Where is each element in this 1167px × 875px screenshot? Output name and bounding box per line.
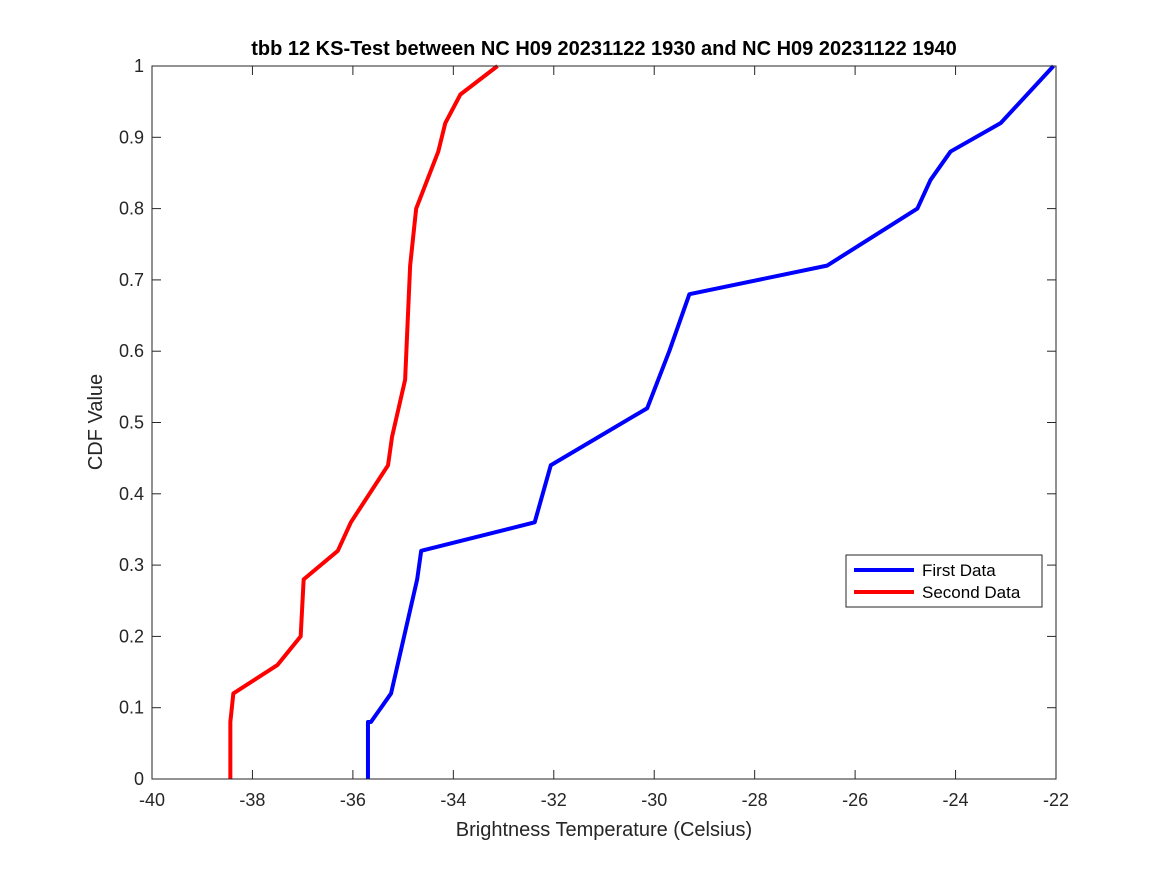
y-tick-label: 0.2 [119,626,144,646]
x-tick-label: -24 [943,790,969,810]
y-tick-label: 0.3 [119,555,144,575]
x-axis-label: Brightness Temperature (Celsius) [456,819,752,841]
x-tick-label: -28 [742,790,768,810]
y-tick-label: 0.1 [119,698,144,718]
legend: First Data Second Data [845,554,1043,608]
y-tick-label: 0.5 [119,413,144,433]
y-axis-label: CDF Value [85,374,107,470]
axis-ticks: -40 -38 -36 -34 -32 -30 -28 -26 -24 -22 0 0.1 0.2 0.3… [119,56,1069,810]
y-tick-label: 1 [134,56,144,76]
chart-title: tbb 12 KS-Test between NC H09 20231122 1… [251,38,957,60]
x-tick-label: -34 [440,790,466,810]
x-tick-label: -22 [1043,790,1069,810]
legend-label-second-data: Second Data [922,583,1021,602]
plot-area [152,66,1056,779]
x-tick-label: -26 [842,790,868,810]
y-tick-label: 0.8 [119,199,144,219]
series-group [228,64,1055,779]
y-tick-label: 0.9 [119,127,144,147]
y-tick-label: 0 [134,769,144,789]
legend-box [845,554,1043,608]
x-tick-label: -36 [340,790,366,810]
y-tick-label: 0.6 [119,341,144,361]
x-tick-label: -32 [541,790,567,810]
series-line-second-data [228,64,499,779]
series-line-first-data [365,64,1055,779]
x-tick-label: -40 [139,790,165,810]
plot-frame [151,65,1057,780]
y-tick-label: 0.4 [119,484,144,504]
legend-label-first-data: First Data [922,561,996,580]
x-tick-label: -38 [239,790,265,810]
x-tick-label: -30 [641,790,667,810]
y-tick-label: 0.7 [119,270,144,290]
